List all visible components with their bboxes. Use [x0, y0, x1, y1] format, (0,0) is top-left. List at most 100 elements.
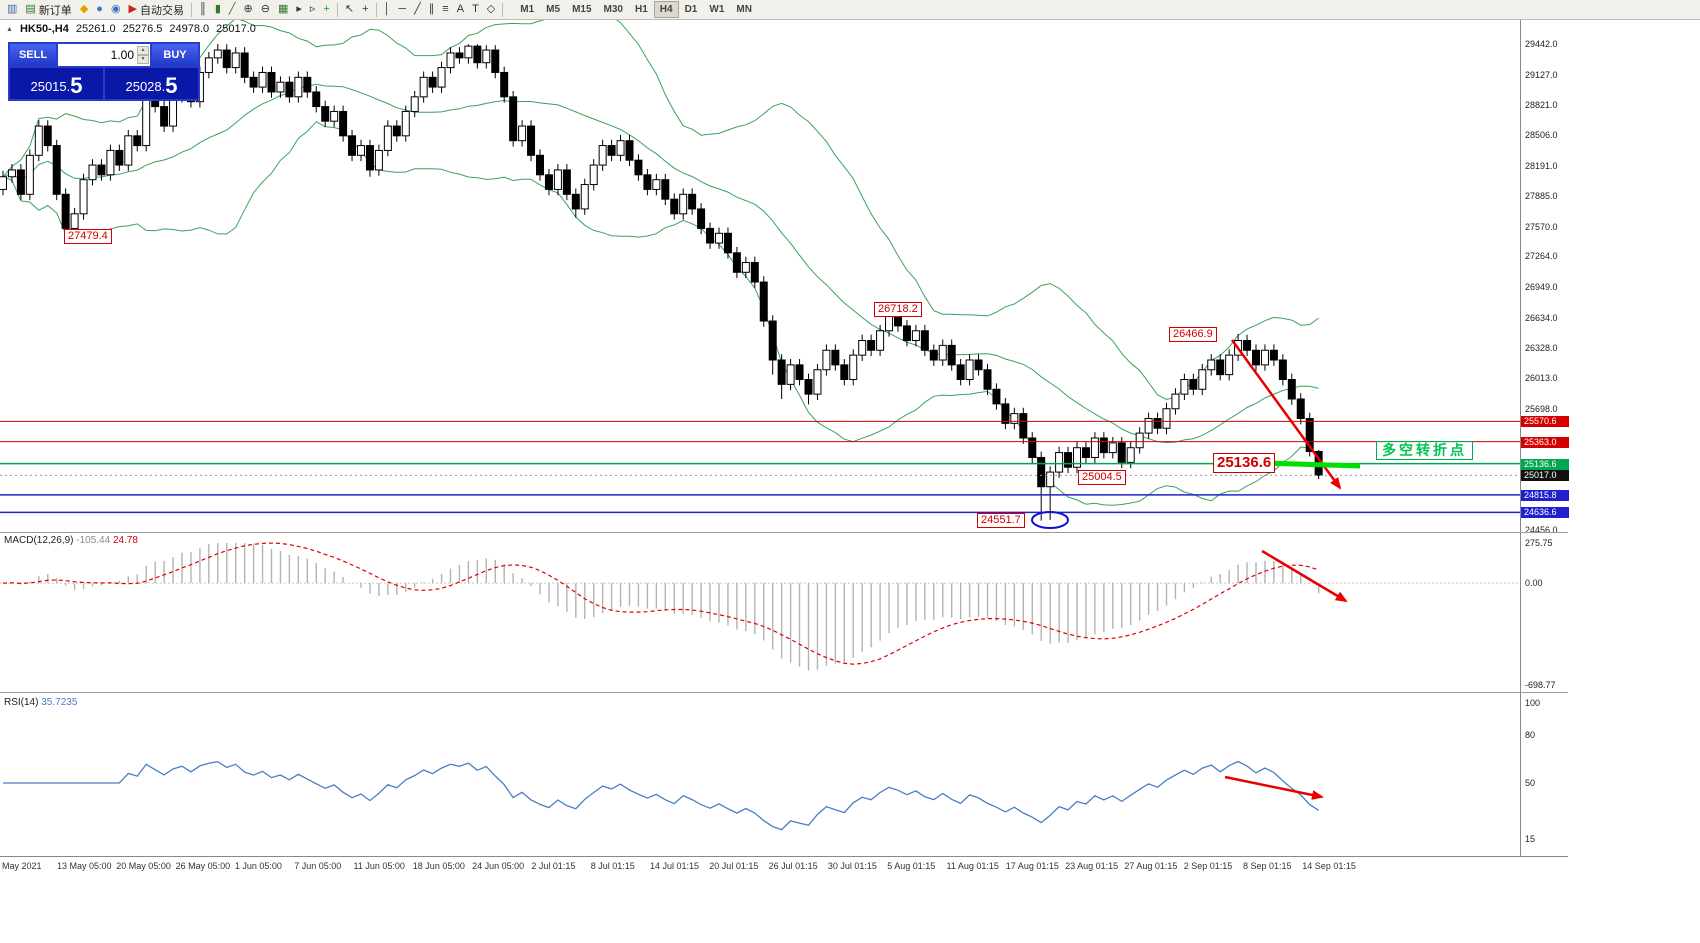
trend-arrow[interactable]: [1261, 549, 1348, 603]
candles-group: [0, 44, 1323, 521]
candlestick-chart-icon[interactable]: ▮: [211, 1, 225, 19]
price-callout[interactable]: 26718.2: [874, 302, 922, 317]
community-icon[interactable]: ◉: [107, 1, 125, 19]
low-highlight-ellipse[interactable]: [1031, 511, 1069, 529]
time-label: 5 Aug 01:15: [887, 861, 936, 871]
price-callout[interactable]: 24551.7: [977, 513, 1025, 528]
time-label: May 2021: [2, 861, 42, 871]
fibonacci-icon[interactable]: ≡: [438, 1, 452, 19]
price-tick-label: 26634.0: [1525, 312, 1558, 323]
sell-button[interactable]: SELL: [10, 44, 56, 66]
autotrading-icon: ▶: [128, 3, 138, 15]
price-callout[interactable]: 27479.4: [64, 229, 112, 244]
rsi-indicator-label: RSI(14) 35.7235: [4, 697, 77, 708]
sell-price-main: 25015.: [30, 79, 71, 94]
price-tick-label: 25698.0: [1525, 403, 1558, 414]
new-chart-button[interactable]: ▥: [3, 1, 21, 19]
macd-signal-value: 24.78: [112, 535, 138, 546]
chart-canvas[interactable]: [0, 20, 1520, 856]
buy-button[interactable]: BUY: [152, 44, 198, 66]
chart-window[interactable]: ▲ HK50-,H4 25261.0 25276.5 24978.0 25017…: [0, 20, 1569, 878]
price-callout[interactable]: 25004.5: [1078, 470, 1126, 485]
time-label: 13 May 05:00: [57, 861, 112, 871]
symbol-arrow-icon: ▲: [6, 25, 13, 33]
bar-chart-icon[interactable]: ║: [195, 1, 211, 19]
volume-spinner[interactable]: ▲ ▼: [137, 46, 149, 64]
one-click-trading-panel: SELL 1.00 ▲ ▼ BUY 25015. 5 25028. 5: [8, 42, 200, 101]
sell-price-big-digit: 5: [70, 73, 83, 98]
autotrading-button[interactable]: ▶ 自动交易: [125, 1, 188, 19]
spinner-up-icon[interactable]: ▲: [137, 46, 149, 55]
sell-price[interactable]: 25015. 5: [10, 68, 103, 99]
auto-scroll-icon[interactable]: ▸: [292, 1, 306, 19]
note-text-box[interactable]: 多空转折点: [1376, 441, 1473, 460]
new-order-button-label: 新订单: [38, 4, 72, 17]
tile-windows-icon[interactable]: ▦: [274, 1, 292, 19]
indicators-icon[interactable]: +: [319, 1, 333, 19]
rsi-value: 35.7235: [41, 697, 78, 708]
price-badge: 25570.6: [1521, 416, 1569, 428]
macd-panel-separator[interactable]: [0, 532, 1568, 533]
price-tick-label: 28191.0: [1525, 160, 1558, 171]
trend-arrow[interactable]: [1224, 775, 1324, 800]
timeframe-h4[interactable]: H4: [653, 1, 679, 18]
time-label: 2 Sep 01:15: [1183, 861, 1233, 871]
zoom-in-icon[interactable]: ⊕: [240, 1, 257, 19]
buy-price[interactable]: 25028. 5: [105, 68, 198, 99]
bollinger-upper-band: [2, 20, 1319, 401]
timeframe-m5[interactable]: M5: [546, 4, 561, 15]
price-scale[interactable]: 29442.0 29127.0 28821.0 28506.0 28191.0 27885…: [1520, 20, 1569, 856]
arrows-icon[interactable]: ◇: [483, 1, 499, 19]
timeframe-m1[interactable]: M1: [520, 4, 535, 15]
bollinger-lower-band: [2, 121, 1319, 506]
timeframe-group: M1 M5 M15 M30 H1 H4 D1 W1 MN: [514, 1, 758, 18]
line-chart-icon[interactable]: ╱: [225, 1, 240, 19]
ohlc-high: 25276.5: [122, 23, 163, 35]
symbol-period-label: HK50-,H4: [19, 23, 69, 35]
timeframe-mn[interactable]: MN: [736, 4, 752, 15]
macd-scale-zero: 0.00: [1525, 578, 1543, 589]
rsi-name: RSI(14): [4, 697, 39, 708]
alerts-icon[interactable]: ●: [92, 1, 107, 19]
vertical-line-icon[interactable]: │: [380, 1, 395, 19]
timeframe-h1[interactable]: H1: [634, 4, 648, 15]
horizontal-line-icon[interactable]: ─: [394, 1, 410, 19]
time-label: 20 Jul 01:15: [709, 861, 759, 871]
label-icon[interactable]: T: [468, 1, 483, 19]
price-callout[interactable]: 25136.6: [1213, 453, 1276, 473]
buy-price-main: 25028.: [125, 79, 166, 94]
timeframe-w1[interactable]: W1: [709, 4, 725, 15]
trendline-icon[interactable]: ╱: [410, 1, 425, 19]
channel-icon[interactable]: ∥: [425, 1, 439, 19]
crosshair-icon[interactable]: +: [358, 1, 372, 19]
toolbar-separator: [375, 2, 377, 17]
price-callout[interactable]: 26466.9: [1169, 327, 1217, 342]
time-label: 17 Aug 01:15: [1005, 861, 1059, 871]
vertical-line-icon: │: [383, 3, 391, 15]
chart-shift-icon[interactable]: ▹: [306, 1, 320, 19]
price-tick-label: 29442.0: [1525, 39, 1558, 49]
rsi-panel-separator[interactable]: [0, 692, 1568, 693]
time-scale[interactable]: May 2021 13 May 05:00 20 May 05:00 26 May 0…: [0, 856, 1568, 877]
timeframe-m30[interactable]: M30: [603, 4, 623, 15]
price-tick-label: 26328.0: [1525, 342, 1558, 353]
time-label: 2 Jul 01:15: [531, 861, 576, 871]
volume-input[interactable]: 1.00 ▲ ▼: [58, 44, 150, 66]
spinner-down-icon[interactable]: ▼: [137, 55, 149, 64]
text-icon[interactable]: A: [453, 1, 468, 19]
support-highlight-segment[interactable]: [1263, 460, 1361, 469]
toolbar-separator: [191, 2, 193, 17]
time-label: 11 Jun 05:00: [353, 861, 405, 871]
cursor-icon[interactable]: ↖: [341, 1, 358, 19]
time-label: 7 Jun 05:00: [294, 861, 342, 871]
price-tick-label: 27264.0: [1525, 251, 1558, 262]
timeframe-m15[interactable]: M15: [572, 4, 592, 15]
zoom-out-icon[interactable]: ⊖: [257, 1, 274, 19]
ohlc-open: 25261.0: [75, 23, 116, 35]
rsi-scale-label: 50: [1525, 778, 1536, 788]
new-order-button[interactable]: ▤ 新订单: [21, 1, 75, 19]
trendline-icon: ╱: [414, 3, 421, 15]
time-label: 11 Aug 01:15: [946, 861, 999, 871]
timeframe-d1[interactable]: D1: [684, 4, 698, 15]
mql-market-icon[interactable]: ◆: [76, 1, 92, 19]
